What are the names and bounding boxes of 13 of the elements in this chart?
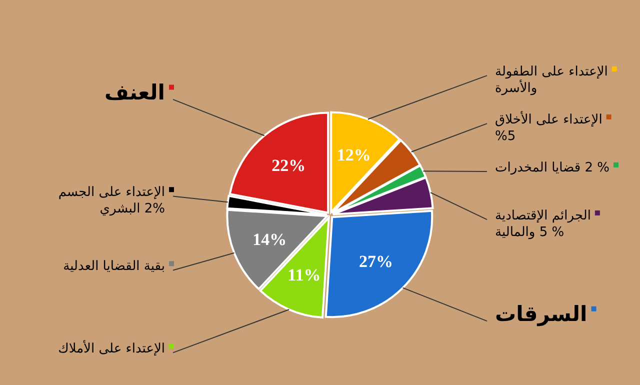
legend-label: العنف	[104, 80, 165, 104]
legend-label: الإعتداء على الطفولة والأسرة	[495, 64, 608, 96]
data-label: 12%	[336, 146, 371, 165]
legend-label: الإعتداء على الجسم البشري 2%	[58, 185, 165, 216]
legend-label: بقية القضايا العدلية	[63, 259, 165, 274]
legend-label: الإعتداء على الأملاك	[58, 340, 165, 357]
legend-label: السرقات	[495, 302, 588, 328]
data-label: 27%	[358, 252, 393, 271]
legend-label: قضايا المخدرات 2 %	[495, 160, 610, 176]
data-label: 14%	[252, 230, 287, 249]
data-label: 22%	[272, 156, 306, 175]
data-label: 11%	[288, 266, 321, 285]
legend-label: الجرائم الإقتصادية والمالية 5 %	[495, 208, 591, 240]
